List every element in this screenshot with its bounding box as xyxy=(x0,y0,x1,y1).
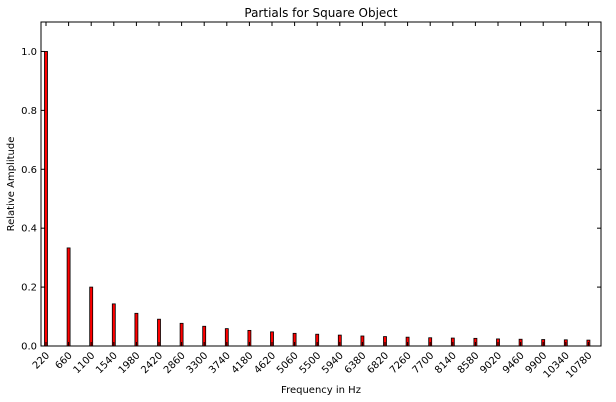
bar-1540 xyxy=(111,303,116,347)
x-tick-label: 7260 xyxy=(388,350,414,376)
x-tick-label: 3740 xyxy=(207,350,233,376)
x-tick-label: 2420 xyxy=(139,350,165,376)
x-tick-label: 1980 xyxy=(117,350,143,376)
x-tick-label: 6820 xyxy=(365,350,391,376)
x-tick-label: 5060 xyxy=(275,350,301,376)
y-tick-label: 1.0 xyxy=(21,47,37,58)
y-tick-label: 0.8 xyxy=(21,106,37,117)
x-axis-label: Frequency in Hz xyxy=(281,385,361,396)
y-tick-label: 0.6 xyxy=(21,165,37,176)
chart-title: Partials for Square Object xyxy=(244,6,398,20)
x-tick-label: 4620 xyxy=(252,350,278,376)
bar-1980 xyxy=(134,312,139,347)
x-tick-label: 5940 xyxy=(320,350,346,376)
bar-2420 xyxy=(157,318,161,347)
plot-area: 0.00.20.40.60.81.0 220 660110015401980242… xyxy=(21,21,602,381)
bar-1100 xyxy=(89,286,94,347)
x-tick-label: 2860 xyxy=(162,350,188,376)
y-tick-label: 0.0 xyxy=(21,342,37,353)
y-axis-label: Relative Amplitude xyxy=(6,137,17,232)
y-axis-ticks: 0.0 0.2 0.4 0.6 0.8 1.0 xyxy=(21,47,601,353)
bar-220 xyxy=(44,51,48,347)
x-tick-label: 10780 xyxy=(564,350,594,380)
bars xyxy=(44,51,591,347)
x-tick-label: 8580 xyxy=(456,350,482,376)
x-tick-label: 3300 xyxy=(185,350,211,376)
x-tick-label: 220 xyxy=(31,350,52,371)
x-tick-label: 6380 xyxy=(343,350,369,376)
x-tick-label: 9460 xyxy=(501,350,527,376)
y-tick-label: 0.2 xyxy=(21,283,37,294)
x-tick-label: 7700 xyxy=(411,350,437,376)
x-tick-label: 9020 xyxy=(478,350,504,376)
x-tick-label: 5500 xyxy=(298,350,324,376)
x-tick-label: 8140 xyxy=(433,350,459,376)
x-tick-label: 1540 xyxy=(94,350,120,376)
y-tick-label: 0.4 xyxy=(21,224,37,235)
bar-660 xyxy=(66,247,71,347)
plot-frame xyxy=(40,21,602,347)
x-tick-label: 1100 xyxy=(72,350,98,376)
x-tick-label: 4180 xyxy=(230,350,256,376)
